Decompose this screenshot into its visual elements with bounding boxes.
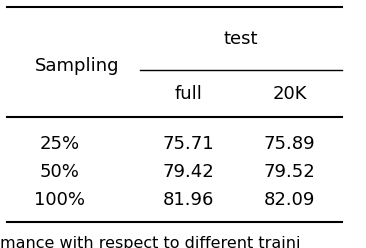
Text: 82.09: 82.09 [264, 191, 315, 209]
Text: 50%: 50% [40, 163, 79, 181]
Text: 75.71: 75.71 [163, 135, 214, 153]
Text: test: test [224, 30, 258, 48]
Text: mance with respect to different traini: mance with respect to different traini [0, 236, 300, 248]
Text: Sampling: Sampling [35, 57, 119, 75]
Text: 25%: 25% [39, 135, 79, 153]
Text: full: full [175, 85, 202, 103]
Text: 79.42: 79.42 [163, 163, 214, 181]
Text: 75.89: 75.89 [264, 135, 315, 153]
Text: 79.52: 79.52 [264, 163, 315, 181]
Text: 20K: 20K [273, 85, 307, 103]
Text: 81.96: 81.96 [163, 191, 214, 209]
Text: 100%: 100% [34, 191, 85, 209]
